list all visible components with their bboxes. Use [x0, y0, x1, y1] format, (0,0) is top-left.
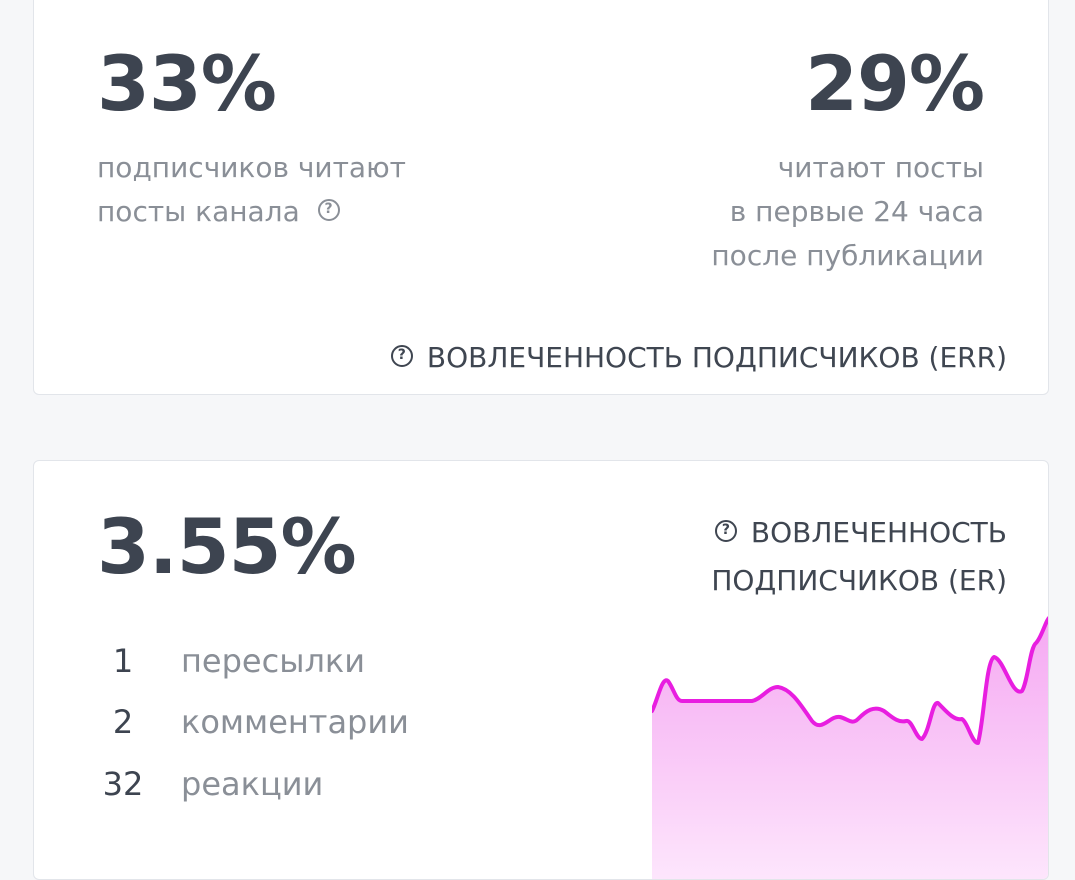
comments-count: 2	[112, 703, 134, 741]
engagement-rate-value: 3.55%	[97, 502, 357, 591]
stat-row-reactions: 32 реакции	[97, 764, 324, 804]
read-24h-percent: 29%	[805, 39, 985, 128]
engagement-sparkline	[652, 616, 1048, 879]
question-circle-icon[interactable]: ?	[390, 345, 413, 367]
err-metric-label[interactable]: ? ВОВЛЕЧЕННОСТЬ ПОДПИСЧИКОВ (ERR)	[390, 344, 1007, 372]
desc-line-2: посты канала ?	[97, 190, 406, 234]
desc-line-2: в первые 24 часа	[729, 195, 984, 228]
er-card: 3.55% ? ВОВЛЕЧЕННОСТЬ ПОДПИСЧИКОВ (ER) 1 …	[33, 460, 1049, 880]
read-24h-description: читают посты в первые 24 часа после публ…	[711, 146, 984, 278]
stat-row-forwards: 1 пересылки	[97, 641, 365, 681]
desc-line-1: подписчиков читают	[97, 151, 406, 184]
sparkline-area	[652, 619, 1048, 879]
subscribers-read-description: подписчиков читают посты канала ?	[97, 146, 406, 234]
desc-line-3: после публикации	[711, 239, 984, 272]
reactions-count: 32	[102, 765, 144, 803]
subscribers-read-percent: 33%	[97, 39, 277, 128]
question-circle-icon[interactable]: ?	[714, 520, 737, 542]
stat-row-comments: 2 комментарии	[97, 702, 409, 742]
er-metric-label[interactable]: ? ВОВЛЕЧЕННОСТЬ ПОДПИСЧИКОВ (ER)	[711, 516, 1007, 597]
forwards-label: пересылки	[181, 642, 366, 680]
sparkline-line	[652, 616, 1048, 745]
err-card: 33% подписчиков читают посты канала ? 29…	[33, 0, 1049, 395]
comments-label: комментарии	[181, 703, 409, 741]
reactions-label: реакции	[181, 765, 324, 803]
forwards-count: 1	[112, 642, 134, 680]
desc-line-1: читают посты	[777, 151, 984, 184]
question-circle-icon[interactable]: ?	[317, 199, 340, 221]
